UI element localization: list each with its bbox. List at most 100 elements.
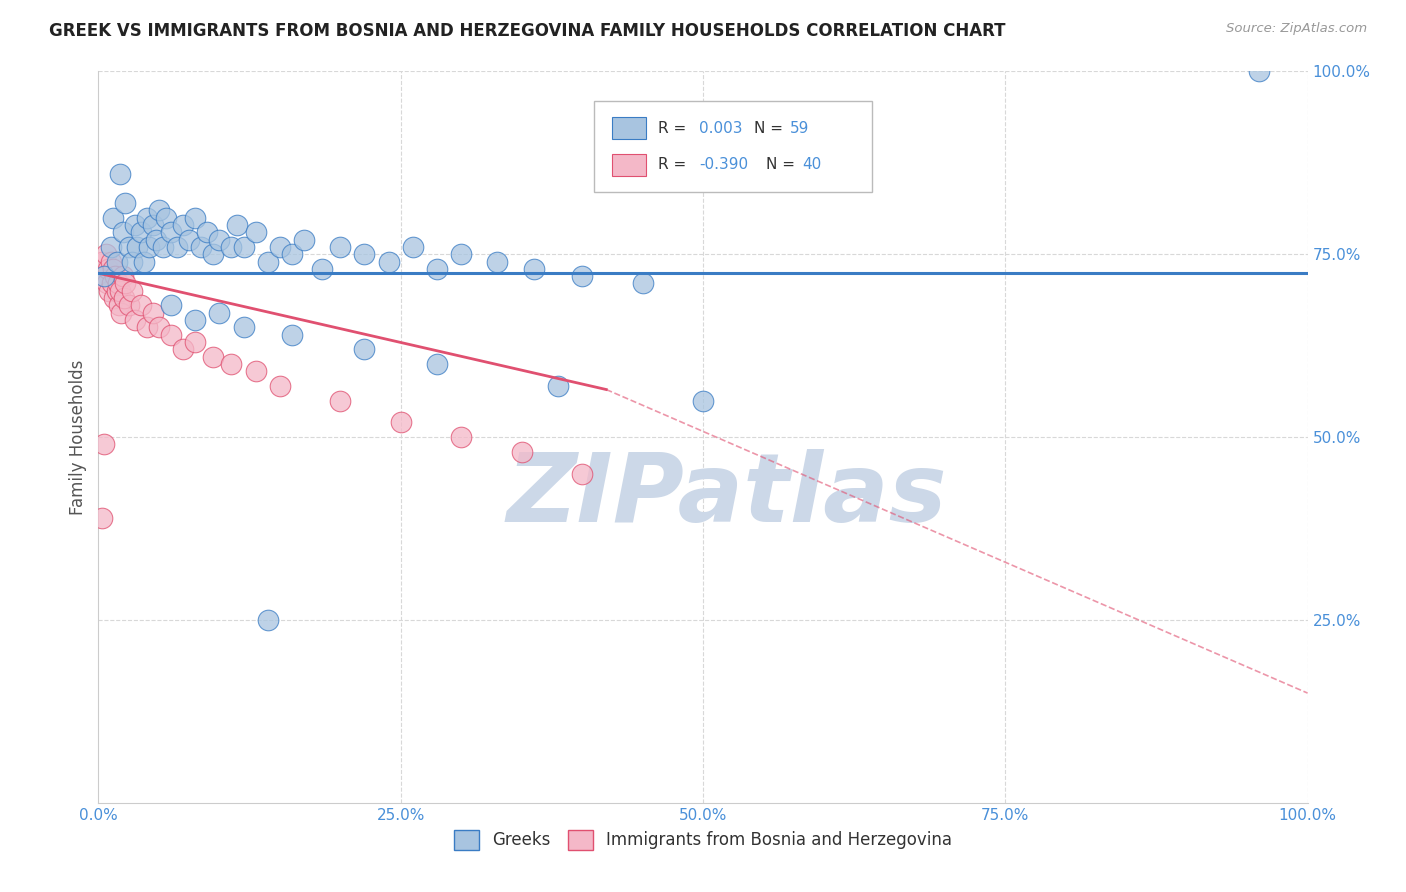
Point [118,240,141,254]
Point [104,269,127,284]
Point [97,261,120,276]
Point [142,306,165,320]
Point [124,218,146,232]
Text: -0.390: -0.390 [699,158,748,172]
Point [184,334,207,349]
Point [91,254,114,268]
Point [184,313,207,327]
Point [93,437,115,451]
Point [111,225,134,239]
Point [281,327,304,342]
Point [111,269,134,284]
Point [108,298,131,312]
Point [93,269,115,284]
Point [256,613,278,627]
Point [148,203,170,218]
Point [256,254,278,268]
Text: N =: N = [754,121,787,136]
Point [127,240,149,254]
Point [107,277,129,291]
Point [510,444,533,458]
Point [100,240,122,254]
Point [114,196,136,211]
Point [172,343,194,357]
Point [134,254,156,268]
Point [129,225,152,239]
Point [208,306,231,320]
Point [166,240,188,254]
Point [135,320,157,334]
Text: R =: R = [658,158,692,172]
Point [547,379,569,393]
Point [160,327,183,342]
Point [523,261,546,276]
Point [142,218,165,232]
Point [94,247,117,261]
Point [93,269,115,284]
Point [148,320,170,334]
Point [145,233,167,247]
Point [402,240,425,254]
FancyBboxPatch shape [613,154,647,176]
Point [160,225,183,239]
Point [108,167,131,181]
Point [91,510,114,524]
Point [692,393,714,408]
Point [101,261,124,276]
Point [450,430,472,444]
Point [245,225,267,239]
Text: ZIPatlas: ZIPatlas [508,449,948,542]
Point [571,269,593,284]
Point [426,261,449,276]
Point [118,298,141,312]
Point [121,254,143,268]
Point [486,254,509,268]
Point [172,218,194,232]
Point [353,247,375,261]
Point [631,277,654,291]
Point [245,364,267,378]
FancyBboxPatch shape [595,101,872,192]
Y-axis label: Family Households: Family Households [69,359,87,515]
Point [281,247,304,261]
Point [121,284,143,298]
Text: GREEK VS IMMIGRANTS FROM BOSNIA AND HERZEGOVINA FAMILY HOUSEHOLDS CORRELATION CH: GREEK VS IMMIGRANTS FROM BOSNIA AND HERZ… [49,22,1005,40]
Point [353,343,375,357]
Point [1249,64,1271,78]
Point [105,254,128,268]
Point [571,467,593,481]
Text: Source: ZipAtlas.com: Source: ZipAtlas.com [1226,22,1367,36]
Point [377,254,399,268]
FancyBboxPatch shape [613,118,647,139]
Point [155,211,177,225]
Point [103,291,125,305]
Point [152,240,174,254]
Point [100,277,122,291]
Point [329,240,352,254]
Legend: Greeks, Immigrants from Bosnia and Herzegovina: Greeks, Immigrants from Bosnia and Herze… [447,823,959,856]
Point [232,240,254,254]
Point [202,350,225,364]
Point [311,261,333,276]
Point [138,240,160,254]
Point [108,284,131,298]
Point [98,284,121,298]
Point [426,357,449,371]
Text: 59: 59 [790,121,810,136]
Point [208,233,231,247]
Point [135,211,157,225]
Point [329,393,352,408]
Point [269,240,291,254]
Point [179,233,201,247]
Point [124,313,146,327]
Point [232,320,254,334]
Point [221,357,243,371]
Point [100,254,122,268]
Point [292,233,315,247]
Text: 0.003: 0.003 [699,121,742,136]
Point [226,218,249,232]
Point [195,225,218,239]
Text: N =: N = [766,158,800,172]
Point [129,298,152,312]
Point [184,211,207,225]
